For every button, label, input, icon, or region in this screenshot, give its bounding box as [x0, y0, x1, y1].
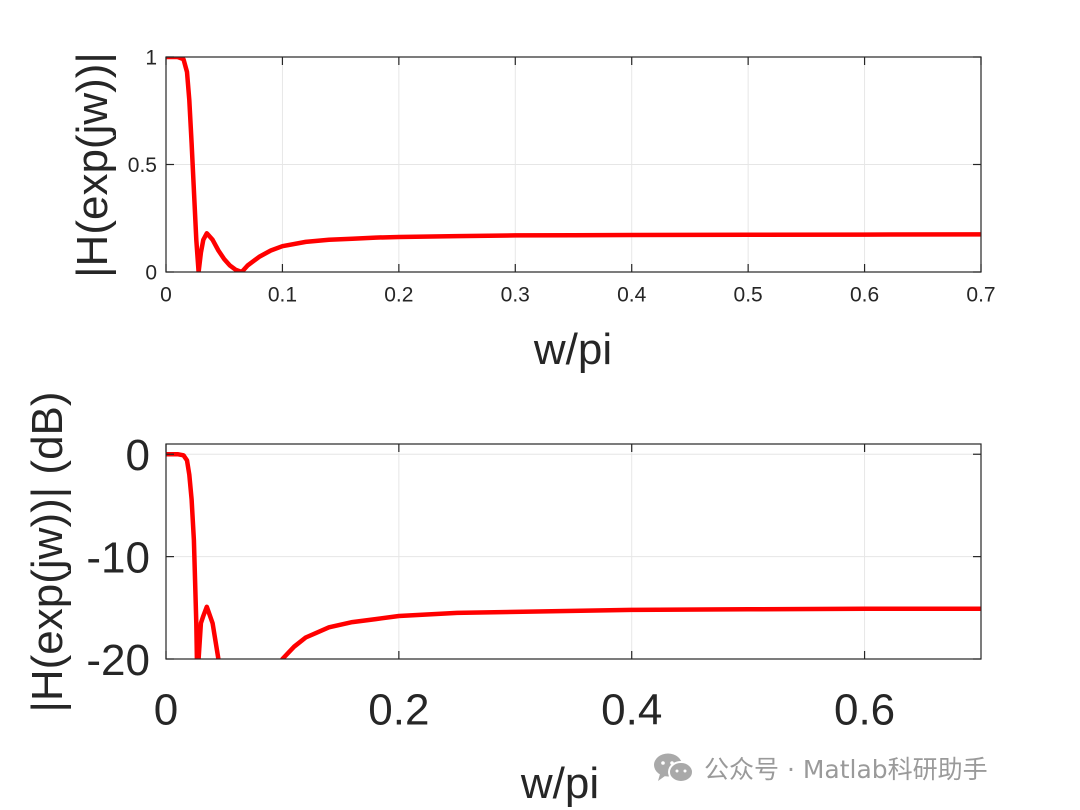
x-tick-label: 0	[160, 283, 172, 306]
x-tick-label: 0.6	[834, 685, 895, 734]
x-tick-label: 0.5	[734, 283, 763, 306]
y-axis-label: |H(exp(jw))|	[68, 52, 117, 278]
x-tick-label: 0.4	[617, 283, 647, 306]
series-line	[166, 57, 981, 272]
x-tick-label: 0.3	[501, 283, 530, 306]
series-line	[280, 606, 981, 659]
series-line	[166, 451, 200, 659]
y-tick-label: 1	[145, 47, 157, 70]
x-axis-label: w/pi	[533, 325, 612, 374]
magnitude-chart: 0 0.1 0.2 0.3 0.4 0.5 0.6 0.7 0 0.5 1 w/pi |H(exp(jw…	[68, 47, 996, 374]
y-tick-label: -20	[86, 636, 150, 685]
y-tick-label: 0.5	[128, 154, 157, 177]
x-tick-label: 0.7	[966, 283, 995, 306]
x-tick-label: 0.1	[268, 283, 297, 306]
x-axis-label: w/pi	[520, 759, 599, 808]
series-line	[196, 604, 221, 659]
y-tick-label: 0	[145, 262, 157, 285]
axes-box	[165, 443, 982, 660]
x-tick-label: 0.2	[384, 283, 413, 306]
y-axis-label: |H(exp(jw))| (dB)	[23, 391, 72, 712]
x-tick-label: 0.4	[601, 685, 662, 734]
x-tick-label: 0.2	[368, 685, 429, 734]
watermark: 公众号 · Matlab科研助手	[652, 748, 988, 788]
x-tick-label: 0	[154, 685, 178, 734]
wechat-icon	[654, 753, 694, 783]
y-tick-label: 0	[126, 431, 150, 480]
x-tick-label: 0.6	[850, 283, 879, 306]
magnitude-db-chart: 0 0.2 0.4 0.6 -20 -10 0 w/pi |H(exp(jw))| (dB)	[23, 391, 982, 808]
y-tick-label: -10	[86, 533, 150, 582]
watermark-text: 公众号 · Matlab科研助手	[704, 755, 988, 784]
